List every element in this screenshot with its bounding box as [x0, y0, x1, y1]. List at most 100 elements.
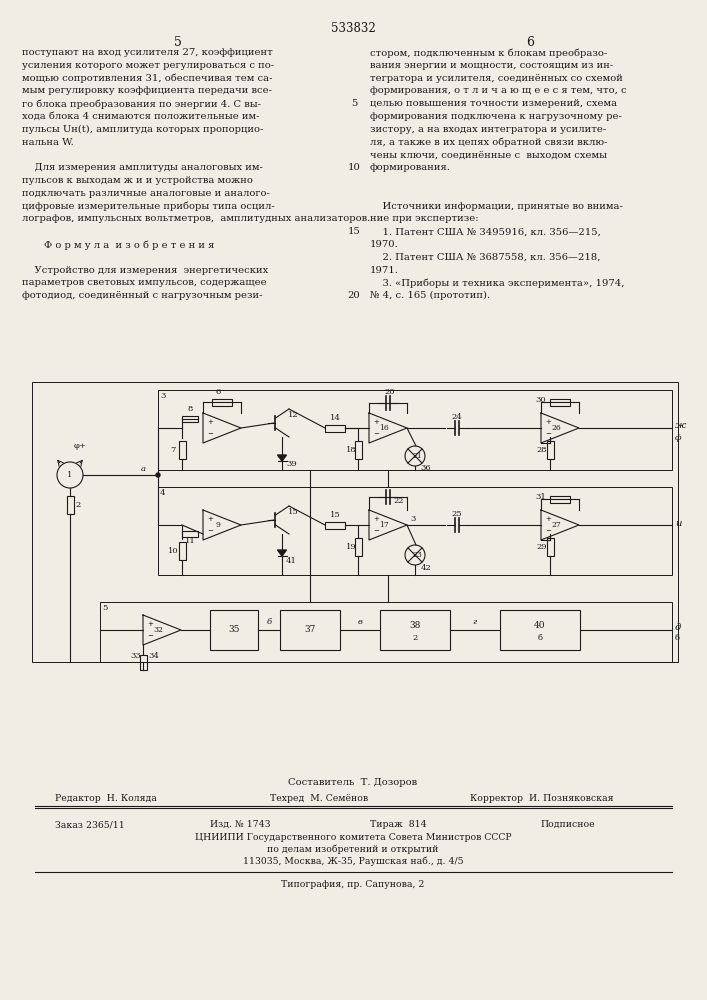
Text: 26: 26 — [551, 424, 561, 432]
Text: Заказ 2365/11: Заказ 2365/11 — [55, 820, 124, 829]
Text: Составитель  Т. Дозоров: Составитель Т. Дозоров — [288, 778, 418, 787]
Text: 10: 10 — [168, 547, 179, 555]
Text: 533832: 533832 — [331, 22, 375, 35]
Bar — [212, 398, 232, 406]
Text: 12: 12 — [288, 411, 298, 419]
Bar — [550, 398, 570, 406]
Text: вания энергии и мощности, состоящим из ин-: вания энергии и мощности, состоящим из и… — [370, 61, 613, 70]
Text: +: + — [545, 419, 551, 425]
Text: нальна W.: нальна W. — [22, 138, 74, 147]
Text: 42: 42 — [421, 564, 432, 572]
Text: параметров световых импульсов, содержащее: параметров световых импульсов, содержаще… — [22, 278, 267, 287]
Text: 36: 36 — [420, 464, 431, 472]
Text: 15: 15 — [329, 511, 340, 519]
Text: подключать различные аналоговые и аналого-: подключать различные аналоговые и аналог… — [22, 189, 270, 198]
Bar — [182, 416, 198, 422]
Text: +: + — [373, 516, 379, 522]
Text: пульсы Uн(t), амплитуда которых пропорцио-: пульсы Uн(t), амплитуда которых пропорци… — [22, 125, 264, 134]
Bar — [325, 424, 345, 432]
Text: 38: 38 — [409, 620, 421, 630]
Text: б: б — [537, 634, 542, 642]
Text: б: б — [267, 618, 271, 626]
Text: стором, подключенным к блокам преобразо-: стором, подключенным к блокам преобразо- — [370, 48, 607, 57]
Text: Устройство для измерения  энергетических: Устройство для измерения энергетических — [22, 266, 268, 275]
Text: +: + — [373, 419, 379, 425]
Text: 1: 1 — [67, 471, 73, 479]
Text: формирования подключена к нагрузочному ре-: формирования подключена к нагрузочному р… — [370, 112, 622, 121]
Polygon shape — [278, 455, 286, 461]
Bar — [178, 542, 185, 560]
Text: +: + — [207, 419, 213, 425]
Text: 21: 21 — [412, 452, 422, 460]
Text: б: б — [675, 634, 680, 642]
Text: мощью сопротивления 31, обеспечивая тем са-: мощью сопротивления 31, обеспечивая тем … — [22, 74, 272, 83]
Text: 33: 33 — [130, 652, 141, 660]
Bar — [210, 610, 258, 650]
Text: усиления которого может регулироваться с по-: усиления которого может регулироваться с… — [22, 61, 274, 70]
Text: +: + — [207, 516, 213, 522]
Bar — [100, 602, 672, 662]
Text: 35: 35 — [228, 626, 240, 635]
Text: в: в — [358, 618, 363, 626]
Text: г: г — [473, 618, 477, 626]
Text: −: − — [373, 431, 379, 437]
Text: 15: 15 — [288, 508, 299, 516]
Text: Ф о р м у л а  и з о б р е т е н и я: Ф о р м у л а и з о б р е т е н и я — [22, 240, 214, 249]
Text: 30: 30 — [535, 396, 546, 404]
Text: цифровые измерительные приборы типа осцил-: цифровые измерительные приборы типа осци… — [22, 202, 275, 211]
Text: чены ключи, соединённые с  выходом схемы: чены ключи, соединённые с выходом схемы — [370, 150, 607, 159]
Text: мым регулировку коэффициента передачи все-: мым регулировку коэффициента передачи вс… — [22, 86, 272, 95]
Text: 18: 18 — [346, 446, 357, 454]
Text: 9: 9 — [216, 521, 221, 529]
Text: Типография, пр. Сапунова, 2: Типография, пр. Сапунова, 2 — [281, 880, 425, 889]
Bar — [325, 522, 345, 528]
Text: 40: 40 — [534, 620, 546, 630]
Text: Подписное: Подписное — [540, 820, 595, 829]
Text: 6: 6 — [216, 388, 221, 396]
Text: д: д — [675, 624, 682, 633]
Text: −: − — [545, 528, 551, 534]
Text: № 4, с. 165 (прототип).: № 4, с. 165 (прототип). — [370, 291, 490, 300]
Text: пульсов к выходам ж и и устройства можно: пульсов к выходам ж и и устройства можно — [22, 176, 253, 185]
Text: −: − — [545, 431, 551, 437]
Text: 4: 4 — [160, 489, 165, 497]
Text: хода блока 4 снимаются положительные им-: хода блока 4 снимаются положительные им- — [22, 112, 259, 121]
Text: 10: 10 — [348, 163, 361, 172]
Text: 27: 27 — [551, 521, 561, 529]
Bar — [380, 610, 450, 650]
Text: формирования.: формирования. — [370, 163, 451, 172]
Bar — [182, 531, 198, 537]
Text: формирования, о т л и ч а ю щ е е с я тем, что, с: формирования, о т л и ч а ю щ е е с я те… — [370, 86, 626, 95]
Text: +: + — [545, 516, 551, 522]
Text: и: и — [675, 518, 682, 528]
Text: 41: 41 — [286, 557, 297, 565]
Bar — [547, 441, 554, 459]
Text: 2: 2 — [412, 634, 418, 642]
Text: 23: 23 — [412, 551, 422, 559]
Text: 20: 20 — [385, 388, 395, 396]
Text: 5: 5 — [102, 604, 107, 612]
Text: 14: 14 — [329, 414, 341, 422]
Text: по делам изобретений и открытий: по делам изобретений и открытий — [267, 845, 438, 854]
Text: 22: 22 — [393, 497, 404, 505]
Text: 3: 3 — [410, 515, 416, 523]
Text: 11: 11 — [185, 537, 195, 545]
Text: Источники информации, принятые во внима-: Источники информации, принятые во внима- — [370, 202, 623, 211]
Text: 39: 39 — [286, 460, 297, 468]
Bar — [139, 654, 146, 670]
Text: тегратора и усилителя, соединённых со схемой: тегратора и усилителя, соединённых со сх… — [370, 74, 623, 83]
Text: го блока преобразования по энергии 4. С вы-: го блока преобразования по энергии 4. С … — [22, 99, 261, 109]
Text: Изд. № 1743: Изд. № 1743 — [210, 820, 271, 829]
Bar — [280, 610, 340, 650]
Text: 2. Патент США № 3687558, кл. 356—218,: 2. Патент США № 3687558, кл. 356—218, — [370, 253, 600, 262]
Text: −: − — [207, 528, 213, 534]
Text: 28: 28 — [536, 446, 547, 454]
Text: ние при экспертизе:: ние при экспертизе: — [370, 214, 479, 223]
Text: 5: 5 — [351, 99, 357, 108]
Bar — [158, 390, 672, 470]
Text: 16: 16 — [379, 424, 389, 432]
Text: a: a — [141, 465, 146, 473]
Text: зистору, а на входах интегратора и усилите-: зистору, а на входах интегратора и усили… — [370, 125, 606, 134]
Text: 3: 3 — [160, 392, 165, 400]
Text: 19: 19 — [346, 543, 357, 551]
